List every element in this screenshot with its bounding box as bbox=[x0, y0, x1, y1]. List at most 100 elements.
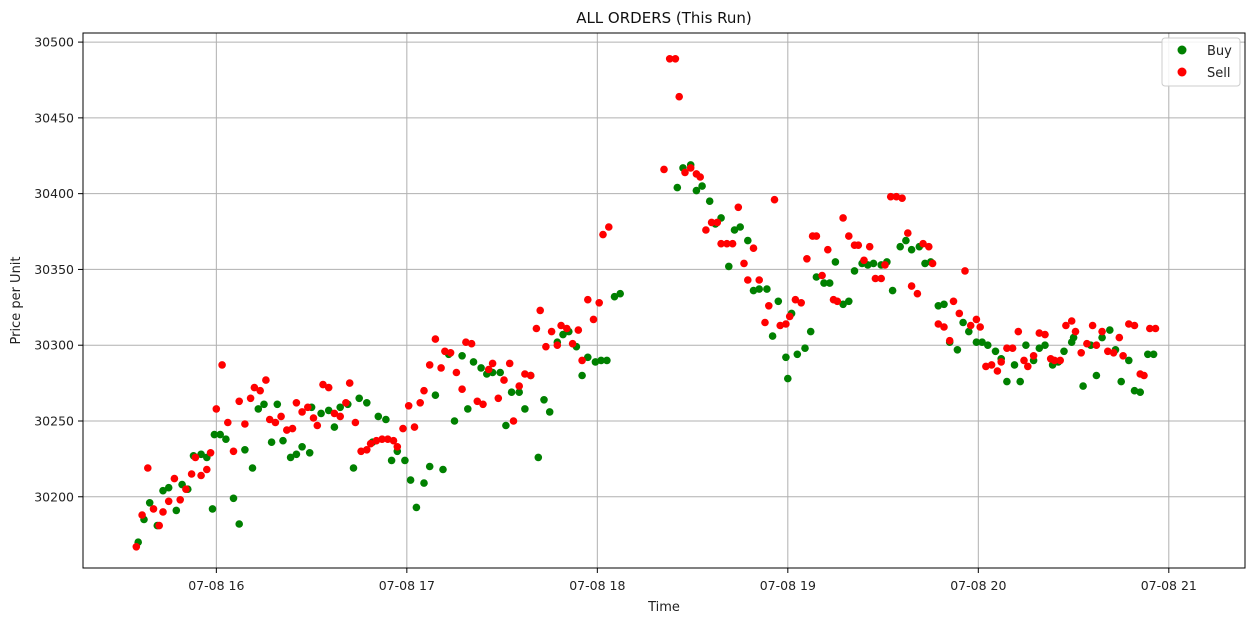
sell-point bbox=[206, 449, 215, 457]
sell-point bbox=[437, 364, 445, 372]
sell-point bbox=[159, 508, 167, 516]
buy-point bbox=[420, 479, 428, 487]
sell-point bbox=[441, 347, 449, 356]
buy-point bbox=[725, 262, 733, 271]
sell-point bbox=[782, 320, 790, 328]
buy-point bbox=[591, 358, 600, 366]
buy-point bbox=[1069, 333, 1078, 342]
sell-point bbox=[187, 470, 196, 478]
buy-point bbox=[978, 338, 986, 347]
buy-point bbox=[545, 408, 554, 416]
sell-point bbox=[526, 371, 535, 380]
buy-point bbox=[241, 446, 249, 454]
sell-point bbox=[389, 436, 398, 445]
sell-point bbox=[416, 399, 425, 407]
sell-point bbox=[467, 339, 476, 348]
buy-point bbox=[888, 286, 897, 295]
sell-point bbox=[940, 323, 948, 331]
sell-point bbox=[1029, 352, 1038, 360]
sell-point bbox=[241, 420, 249, 428]
buy-point bbox=[464, 405, 472, 413]
sell-point bbox=[997, 358, 1005, 366]
data-points bbox=[132, 55, 1160, 551]
sell-point bbox=[1151, 324, 1160, 333]
buy-point bbox=[869, 259, 878, 268]
sell-point bbox=[660, 165, 668, 174]
sell-point bbox=[277, 412, 285, 421]
sell-point bbox=[1014, 327, 1023, 336]
sell-point bbox=[961, 267, 969, 275]
sell-point bbox=[309, 414, 318, 422]
sell-point bbox=[557, 321, 565, 330]
buy-point bbox=[235, 520, 243, 528]
sell-point bbox=[785, 312, 794, 321]
sell-point bbox=[824, 245, 832, 254]
sell-point bbox=[765, 302, 773, 310]
sell-point bbox=[1008, 344, 1017, 353]
sell-point bbox=[484, 365, 493, 374]
buy-point bbox=[286, 453, 295, 462]
buy-point bbox=[431, 391, 440, 400]
buy-point bbox=[254, 405, 263, 413]
sell-point bbox=[384, 435, 392, 444]
sell-point bbox=[351, 418, 360, 427]
sell-point bbox=[713, 218, 722, 227]
sell-point bbox=[515, 382, 523, 390]
sell-point bbox=[547, 327, 556, 336]
sell-point bbox=[500, 376, 508, 384]
sell-point bbox=[898, 194, 906, 202]
sell-point bbox=[420, 386, 428, 395]
sell-point bbox=[860, 256, 868, 265]
sell-point bbox=[521, 370, 529, 378]
sell-point bbox=[749, 244, 758, 252]
sell-point bbox=[839, 214, 847, 222]
buy-point bbox=[1041, 341, 1049, 350]
buy-point bbox=[355, 394, 364, 403]
sell-point bbox=[345, 379, 354, 387]
sell-point bbox=[1092, 341, 1101, 350]
x-tick-label: 07-08 20 bbox=[950, 578, 1006, 593]
sell-point bbox=[164, 497, 173, 506]
buy-point bbox=[984, 341, 992, 350]
sell-point bbox=[972, 315, 981, 324]
buy-point bbox=[1003, 377, 1011, 386]
sell-point bbox=[707, 218, 716, 227]
sell-point bbox=[1056, 356, 1064, 365]
buy-point bbox=[744, 236, 752, 245]
buy-point bbox=[705, 197, 714, 205]
buy-point bbox=[374, 412, 383, 421]
legend-label-sell: Sell bbox=[1207, 66, 1230, 81]
buy-point bbox=[387, 456, 396, 465]
sell-point bbox=[723, 239, 731, 248]
buy-point bbox=[406, 476, 415, 484]
legend-marker-buy bbox=[1177, 45, 1187, 55]
buy-point bbox=[260, 400, 268, 409]
sell-point bbox=[372, 436, 381, 445]
sell-point bbox=[803, 254, 811, 263]
sell-point bbox=[256, 386, 265, 395]
buy-point bbox=[965, 327, 973, 336]
sell-point bbox=[138, 511, 146, 519]
sell-point bbox=[976, 323, 984, 331]
sell-point bbox=[378, 435, 386, 444]
buy-point bbox=[521, 405, 529, 413]
sell-point bbox=[399, 424, 407, 433]
legend-marker-sell bbox=[1177, 67, 1187, 77]
buy-point bbox=[763, 285, 771, 293]
buy-point bbox=[953, 346, 962, 354]
sell-point bbox=[212, 405, 221, 413]
sell-point bbox=[949, 297, 958, 306]
sell-point bbox=[955, 309, 964, 318]
sell-point bbox=[144, 464, 152, 472]
buy-point bbox=[336, 403, 345, 412]
buy-point bbox=[603, 356, 611, 365]
buy-point bbox=[1149, 350, 1158, 359]
x-tick-label: 07-08 17 bbox=[379, 578, 435, 593]
sell-point bbox=[1035, 329, 1044, 337]
sell-point bbox=[568, 339, 577, 348]
buy-point bbox=[610, 292, 619, 301]
x-tick-label: 07-08 16 bbox=[188, 578, 244, 593]
buy-point bbox=[477, 364, 485, 372]
sell-point bbox=[462, 338, 470, 347]
